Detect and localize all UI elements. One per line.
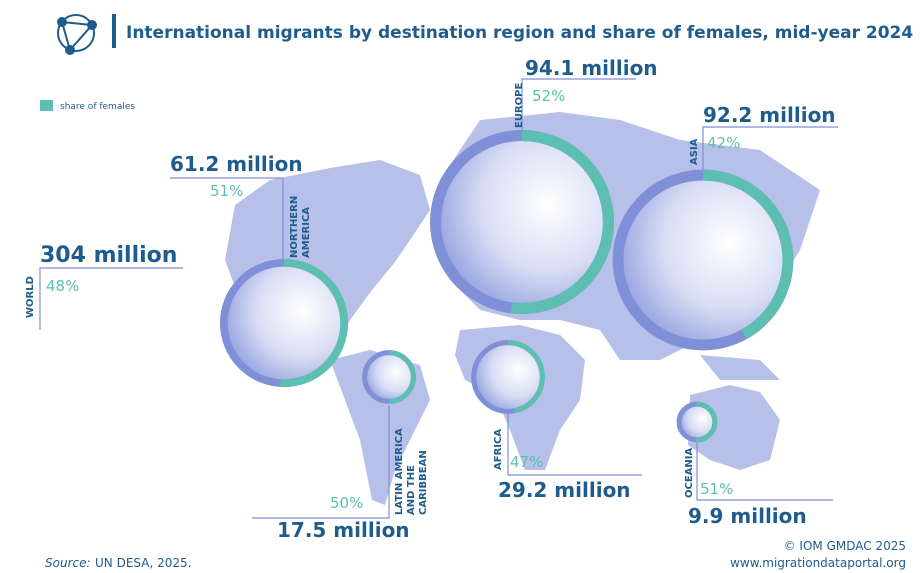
region-name: EUROPE (514, 83, 525, 128)
share-arc (279, 258, 348, 387)
region-total: 29.2 million (498, 478, 631, 502)
leader-line (507, 413, 642, 476)
leader-line (170, 177, 284, 262)
share-arc (388, 350, 416, 404)
region-name-line: NORTHERN (289, 196, 300, 258)
share-arc (510, 130, 614, 314)
region-share: 51% (210, 182, 243, 200)
region-name: ASIA (689, 138, 700, 165)
region-name-line: LATIN AMERICA (394, 428, 405, 515)
legend-label: share of females (60, 102, 135, 112)
region-total: 17.5 million (277, 518, 410, 542)
leader-line (521, 78, 636, 130)
logo (57, 14, 97, 55)
region-name-line: EUROPE (514, 83, 525, 128)
world-leader (39, 267, 183, 330)
world-total: 304 million (40, 243, 177, 268)
source-label: Source: (45, 556, 91, 570)
region-name: LATIN AMERICAAND THECARIBBEAN (394, 428, 429, 515)
region-name: OCEANIA (684, 448, 695, 499)
region-name-line: CARIBBEAN (418, 450, 429, 515)
region-share: 50% (330, 494, 363, 512)
legend-swatch (40, 100, 53, 111)
region-total: 92.2 million (703, 103, 836, 127)
share-arc (702, 169, 794, 340)
region-name: NORTHERNAMERICA (289, 196, 312, 258)
region-name-line: AND THE (406, 465, 417, 515)
region-name-line: OCEANIA (684, 448, 695, 499)
share-arc (507, 340, 545, 414)
region-total: 9.9 million (688, 504, 807, 528)
leader-line (696, 441, 833, 501)
leader-line (702, 126, 838, 176)
url: www.migrationdataportal.org (730, 556, 906, 570)
region-total: 94.1 million (525, 56, 658, 80)
region-name-line: AFRICA (493, 429, 504, 470)
credit: © IOM GMDAC 2025 (784, 539, 906, 553)
region-share: 42% (707, 134, 740, 152)
share-arc (695, 401, 718, 443)
region-share: 52% (532, 87, 565, 105)
region-share: 51% (700, 480, 733, 498)
title-bar (112, 14, 116, 48)
region-name-line: ASIA (689, 138, 700, 165)
leader-line (252, 405, 390, 519)
source: UN DESA, 2025. (95, 556, 191, 570)
region-total: 61.2 million (170, 152, 303, 176)
world-share: 48% (46, 277, 79, 295)
region-name: AFRICA (493, 429, 504, 470)
world-name: WORLD (25, 276, 36, 318)
region-share: 47% (510, 453, 543, 471)
chart-title: International migrants by destination re… (126, 23, 913, 43)
region-name-line: AMERICA (301, 207, 312, 258)
